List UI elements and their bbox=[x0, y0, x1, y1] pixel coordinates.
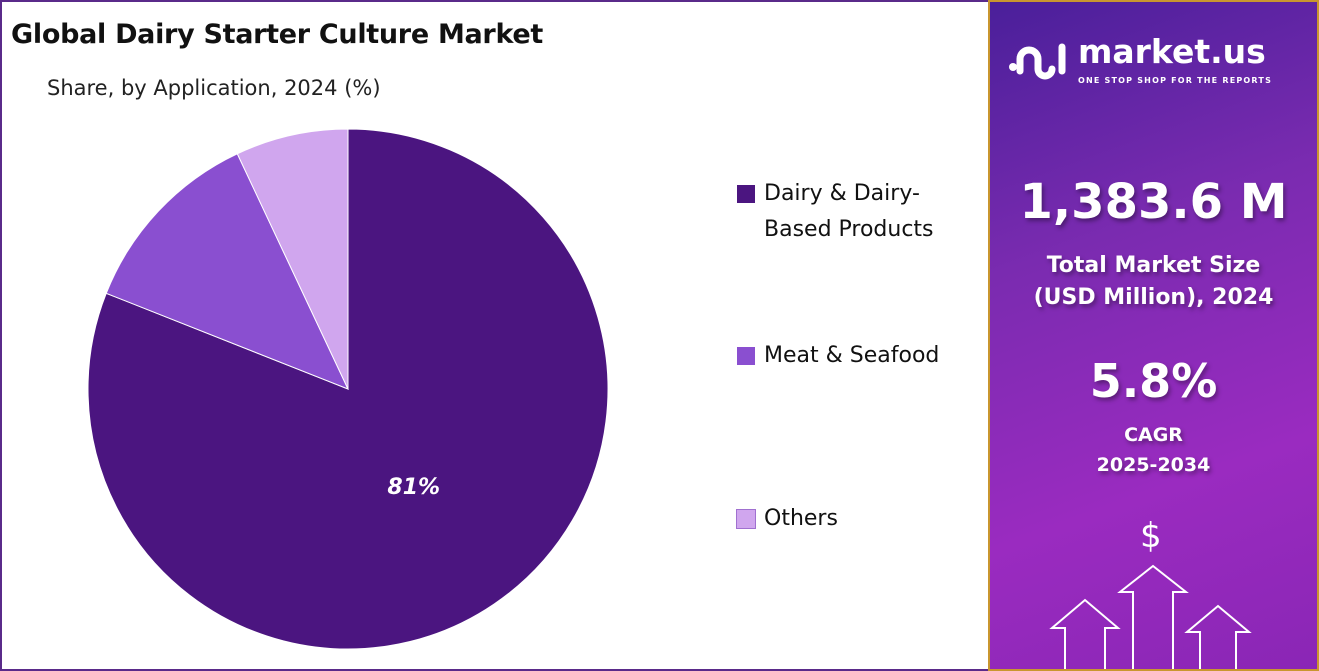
cagr-label: CAGR bbox=[1124, 424, 1183, 446]
legend-item-meat: Meat & Seafood bbox=[737, 338, 939, 374]
chart-subtitle: Share, by Application, 2024 (%) bbox=[47, 76, 381, 100]
dollar-icon: $ bbox=[1140, 516, 1162, 556]
growth-arrows-icon bbox=[1049, 564, 1252, 669]
market-size-label-1: Total Market Size bbox=[1046, 253, 1261, 278]
legend-swatch bbox=[737, 347, 755, 365]
legend-item-dairy: Dairy & Dairy- Based Products bbox=[737, 176, 934, 248]
legend-label-line2: Based Products bbox=[764, 217, 934, 242]
legend-swatch bbox=[737, 185, 755, 203]
data-label-0: 81% bbox=[387, 475, 440, 500]
market-us-logo: market.us ONE STOP SHOP FOR THE REPORTS bbox=[1008, 32, 1272, 87]
chart-panel: Global Dairy Starter Culture Market Shar… bbox=[0, 0, 988, 671]
legend-label: Dairy & Dairy- Based Products bbox=[764, 176, 934, 248]
logo-name: market.us bbox=[1078, 32, 1266, 71]
summary-panel: market.us ONE STOP SHOP FOR THE REPORTS … bbox=[988, 0, 1319, 671]
chart-title: Global Dairy Starter Culture Market bbox=[11, 19, 543, 50]
cagr-value: 5.8% bbox=[1089, 354, 1218, 408]
legend-label: Meat & Seafood bbox=[764, 343, 940, 368]
market-size-label-2: (USD Million), 2024 bbox=[1033, 285, 1274, 310]
legend-label-line1: Dairy & Dairy- bbox=[764, 181, 920, 206]
legend-item-others: Others bbox=[736, 501, 838, 537]
logo-tagline: ONE STOP SHOP FOR THE REPORTS bbox=[1078, 76, 1273, 85]
pie-slice-1 bbox=[105, 153, 349, 390]
legend-swatch bbox=[736, 509, 756, 529]
legend-label: Others bbox=[764, 506, 838, 531]
pie-slice-2 bbox=[236, 128, 349, 390]
market-size-value: 1,383.6 M bbox=[1019, 174, 1288, 230]
cagr-period: 2025-2034 bbox=[1096, 454, 1211, 476]
logo-icon bbox=[1009, 43, 1066, 79]
pie-chart: 81% bbox=[87, 128, 609, 650]
